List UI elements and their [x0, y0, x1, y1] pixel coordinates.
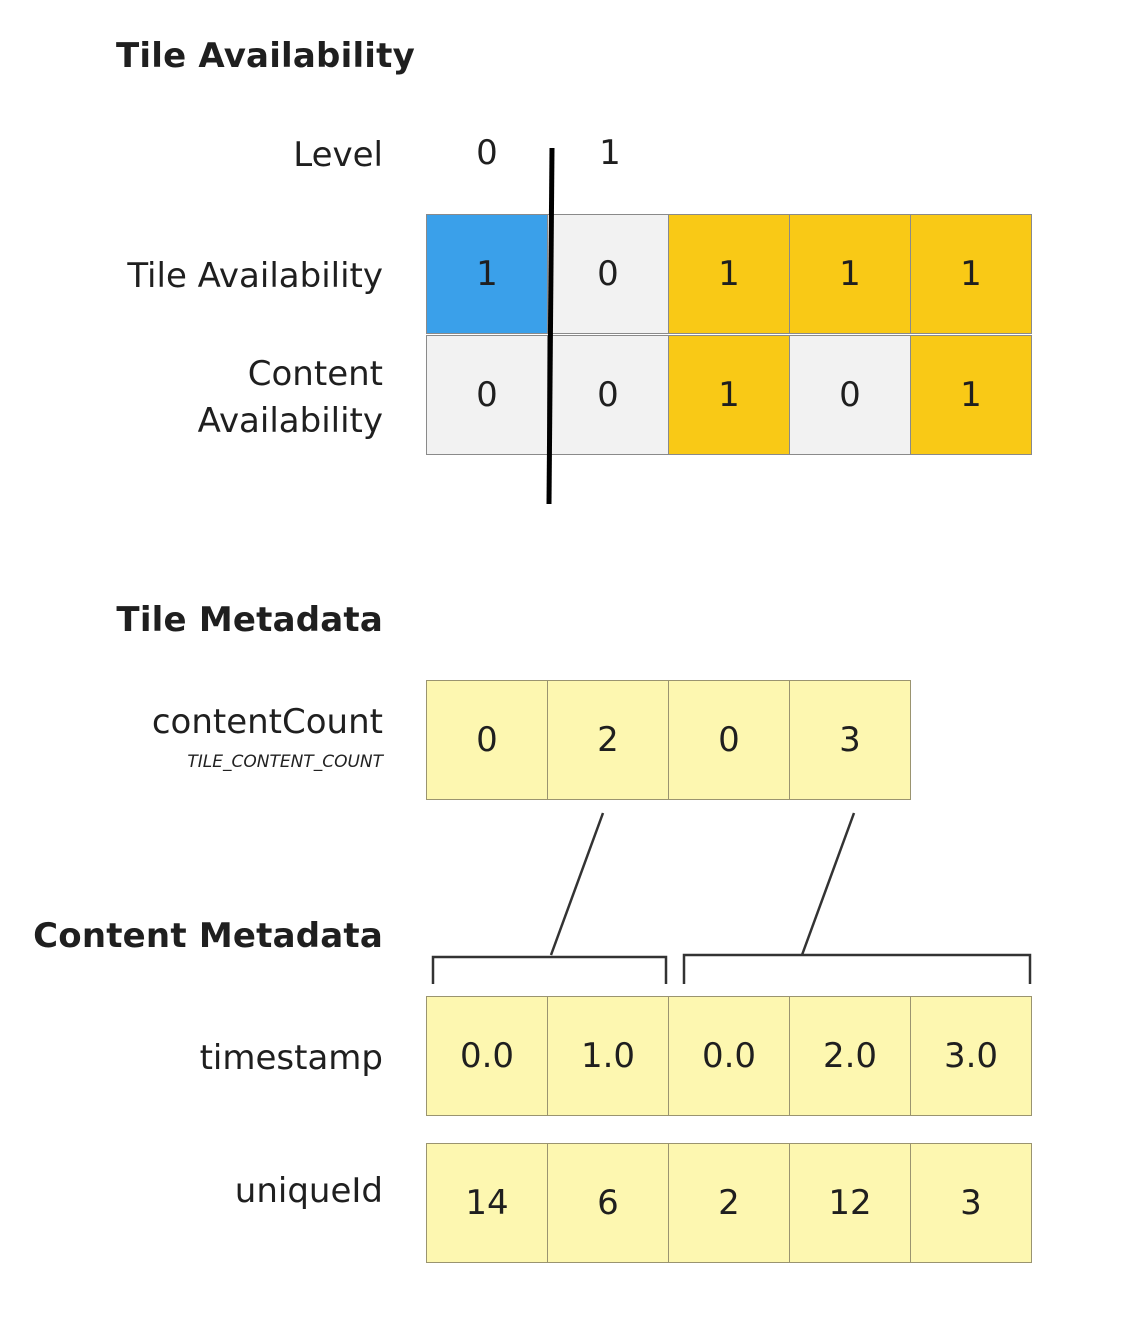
level-1-number: 1: [599, 133, 621, 173]
content-availability-label-line2: Availability: [197, 401, 383, 441]
timestamp-cell: 2.0: [789, 996, 911, 1116]
tile-availability-row: 1 0 1 1 1: [426, 214, 1032, 334]
unique-id-cell: 2: [668, 1143, 790, 1263]
content-count-cell: 0: [426, 680, 548, 800]
unique-id-cell: 12: [789, 1143, 911, 1263]
tile-availability-cell: 0: [547, 214, 669, 334]
unique-id-label: uniqueId: [234, 1171, 383, 1211]
content-availability-cell: 0: [426, 335, 548, 455]
connector-line-2: [800, 812, 856, 956]
timestamp-cell: 0.0: [668, 996, 790, 1116]
content-availability-cell: 0: [789, 335, 911, 455]
timestamp-cell: 1.0: [547, 996, 669, 1116]
content-availability-label-line1: Content: [247, 354, 383, 394]
bracket-group-2: [682, 953, 1032, 984]
tile-availability-cell: 1: [426, 214, 548, 334]
content-availability-cell: 1: [910, 335, 1032, 455]
content-count-label: contentCount: [151, 702, 383, 742]
content-count-cell: 0: [668, 680, 790, 800]
unique-id-row: 14 6 2 12 3: [426, 1143, 1032, 1263]
timestamp-cell: 3.0: [910, 996, 1032, 1116]
content-count-cell: 2: [547, 680, 669, 800]
timestamp-cell: 0.0: [426, 996, 548, 1116]
unique-id-cell: 6: [547, 1143, 669, 1263]
unique-id-cell: 14: [426, 1143, 548, 1263]
tile-availability-cell: 1: [668, 214, 790, 334]
bracket-group-1: [431, 955, 668, 984]
timestamp-row: 0.0 1.0 0.0 2.0 3.0: [426, 996, 1032, 1116]
tile-availability-label: Tile Availability: [127, 256, 383, 296]
content-metadata-heading: Content Metadata: [33, 916, 383, 956]
content-count-cell: 3: [789, 680, 911, 800]
content-availability-cell: 0: [547, 335, 669, 455]
level-label: Level: [293, 135, 383, 175]
content-count-semantic-label: TILE_CONTENT_COUNT: [187, 752, 383, 772]
content-count-row: 0 2 0 3: [426, 680, 911, 800]
level-0-number: 0: [476, 133, 498, 173]
content-availability-row: 0 0 1 0 1: [426, 335, 1032, 455]
connector-line-1: [549, 812, 605, 956]
tile-availability-heading: Tile Availability: [116, 36, 415, 76]
tile-availability-cell: 1: [910, 214, 1032, 334]
tile-metadata-heading: Tile Metadata: [116, 600, 383, 640]
content-availability-cell: 1: [668, 335, 790, 455]
timestamp-label: timestamp: [199, 1038, 383, 1078]
tile-availability-cell: 1: [789, 214, 911, 334]
unique-id-cell: 3: [910, 1143, 1032, 1263]
